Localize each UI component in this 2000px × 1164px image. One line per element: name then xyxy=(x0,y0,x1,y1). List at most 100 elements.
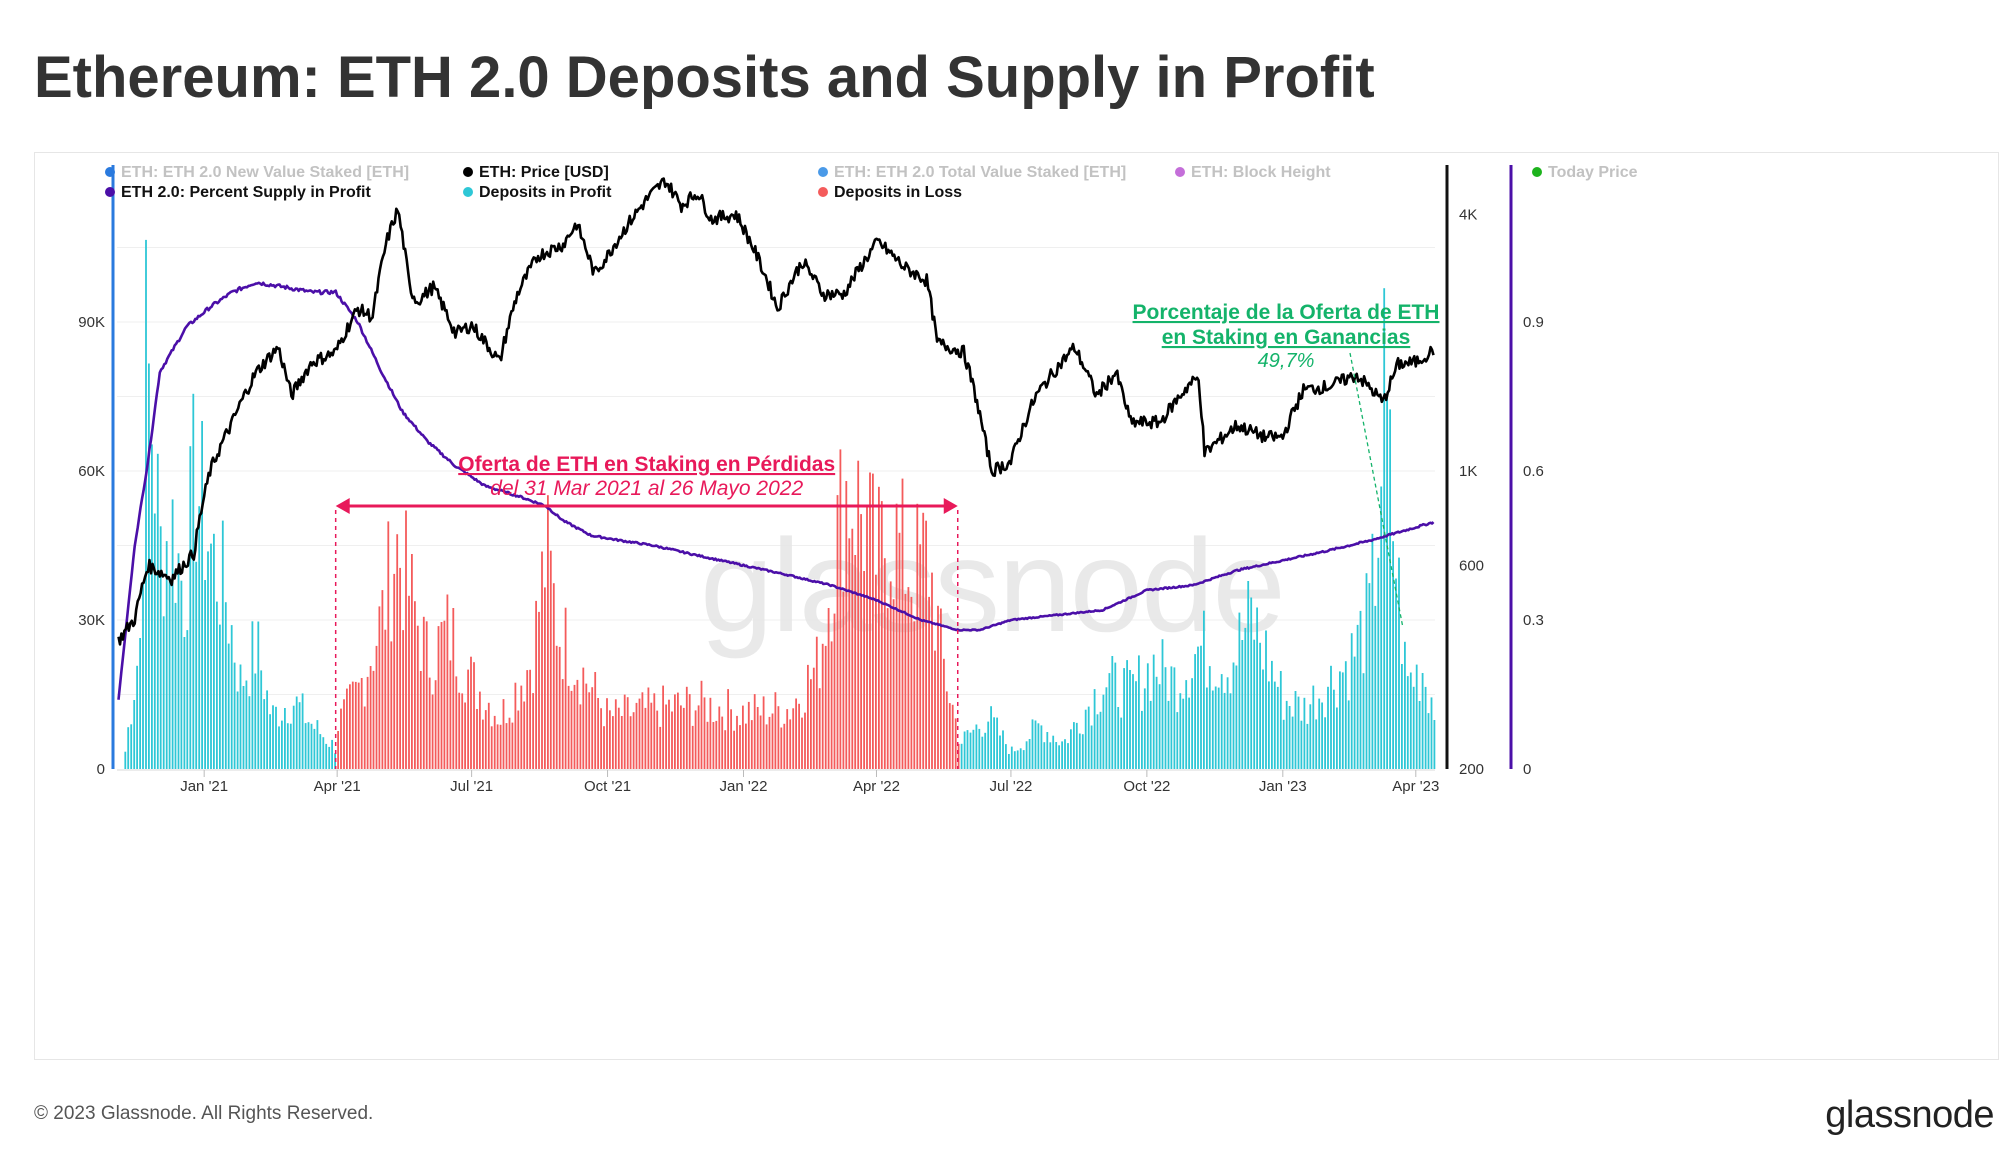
left-axis-tick-label: 90K xyxy=(78,314,105,331)
deposit-loss-bar xyxy=(360,678,363,769)
deposit-profit-bar xyxy=(221,520,224,769)
deposit-profit-bar xyxy=(1268,681,1270,769)
deposit-profit-bar xyxy=(1093,689,1096,769)
deposit-loss-bar xyxy=(369,666,372,769)
deposit-profit-bar xyxy=(310,723,313,769)
deposit-profit-bar xyxy=(1341,672,1344,769)
deposit-profit-bar xyxy=(1064,739,1066,769)
deposit-loss-bar xyxy=(875,574,877,769)
deposit-loss-bar xyxy=(464,702,466,769)
left-axis-tick-label: 30K xyxy=(78,612,105,629)
deposit-profit-bar xyxy=(1282,719,1285,769)
deposit-loss-bar xyxy=(848,538,851,769)
deposit-profit-bar xyxy=(1005,744,1007,769)
deposit-loss-bar xyxy=(810,679,812,769)
deposit-profit-bar xyxy=(1010,746,1013,769)
deposit-profit-bar xyxy=(1191,678,1193,769)
deposit-profit-bar xyxy=(987,721,990,769)
deposit-profit-bar xyxy=(284,708,286,769)
deposit-profit-bar xyxy=(990,706,992,769)
legend-item[interactable]: Deposits in Profit xyxy=(463,184,612,201)
legend-item[interactable]: ETH: ETH 2.0 Total Value Staked [ETH] xyxy=(818,164,1126,181)
legend-item[interactable]: ETH: Price [USD] xyxy=(463,164,609,181)
deposit-loss-bar xyxy=(396,534,399,769)
deposit-profit-bar xyxy=(1409,672,1412,769)
deposit-profit-bar xyxy=(1294,691,1297,769)
deposit-loss-bar xyxy=(780,727,783,769)
deposit-profit-bar xyxy=(204,580,206,769)
deposit-profit-bar xyxy=(981,736,984,769)
legend-item[interactable]: ETH 2.0: Percent Supply in Profit xyxy=(105,184,371,201)
deposit-profit-bar xyxy=(996,717,998,769)
deposit-loss-bar xyxy=(644,707,647,769)
legend[interactable]: ETH: ETH 2.0 New Value Staked [ETH] ETH: … xyxy=(105,164,1638,201)
price-axis-tick-label: 200 xyxy=(1459,761,1484,778)
deposit-loss-bar xyxy=(555,645,558,769)
deposit-profit-bar xyxy=(269,714,271,769)
deposit-profit-bar xyxy=(1141,710,1143,769)
grid xyxy=(117,247,1435,695)
deposit-profit-bar xyxy=(304,723,307,769)
deposit-loss-bar xyxy=(759,715,762,769)
deposit-loss-bar xyxy=(479,691,481,769)
deposit-loss-bar xyxy=(541,551,543,769)
deposit-loss-bar xyxy=(659,726,662,769)
deposit-loss-bar xyxy=(632,712,635,769)
legend-dot-icon xyxy=(818,167,828,177)
legend-item[interactable]: Today Price xyxy=(1532,164,1638,181)
deposit-profit-bar xyxy=(1244,627,1247,769)
deposit-loss-bar xyxy=(511,722,514,769)
deposit-profit-bar xyxy=(286,723,289,769)
legend-item[interactable]: Deposits in Loss xyxy=(818,184,962,201)
deposit-loss-bar xyxy=(449,660,452,769)
left-axis-tick-label: 60K xyxy=(78,463,105,480)
legend-label: ETH: Block Height xyxy=(1191,164,1331,181)
deposit-loss-bar xyxy=(600,708,602,769)
deposit-profit-bar xyxy=(1138,655,1140,769)
footer-logo[interactable]: glassnode xyxy=(1825,1094,1994,1136)
deposit-loss-bar xyxy=(922,512,925,769)
legend-item[interactable]: ETH: ETH 2.0 New Value Staked [ETH] xyxy=(105,164,409,181)
deposit-profit-bar xyxy=(1253,639,1256,769)
deposit-profit-bar xyxy=(1176,712,1179,769)
deposit-profit-bar xyxy=(1123,668,1125,769)
deposit-profit-bar xyxy=(1404,641,1406,769)
deposit-profit-bar xyxy=(1208,666,1211,769)
deposit-profit-bar xyxy=(307,722,310,769)
deposit-loss-bar xyxy=(750,720,753,769)
deposit-loss-bar xyxy=(470,656,472,769)
deposit-loss-bar xyxy=(372,670,375,769)
loss-annotation-subtitle: del 31 Mar 2021 al 26 Mayo 2022 xyxy=(490,477,803,500)
chart-svg: glassnode 030K60K90K2006001K4K00.30.60.9… xyxy=(78,164,1638,795)
deposit-loss-bar xyxy=(549,550,552,769)
deposit-loss-bar xyxy=(346,688,348,769)
deposit-profit-bar xyxy=(1008,754,1010,769)
legend-dot-icon xyxy=(1175,167,1185,177)
deposit-loss-bar xyxy=(812,667,815,769)
deposit-profit-bar xyxy=(1203,610,1205,769)
percent-axis-tick-label: 0 xyxy=(1523,761,1531,778)
deposit-loss-bar xyxy=(916,503,919,769)
deposit-profit-bar xyxy=(139,638,141,769)
deposit-profit-bar xyxy=(171,499,174,769)
deposit-profit-bar xyxy=(145,239,147,769)
deposit-profit-bar xyxy=(292,705,295,769)
deposit-loss-bar xyxy=(739,725,741,769)
deposit-loss-bar xyxy=(898,532,901,769)
deposit-profit-bar xyxy=(1350,633,1353,769)
deposit-loss-bar xyxy=(774,692,777,769)
deposit-profit-bar xyxy=(1099,711,1102,769)
deposit-profit-bar xyxy=(227,643,230,769)
deposit-profit-bar xyxy=(1223,692,1226,769)
deposit-profit-bar xyxy=(136,665,138,769)
deposit-loss-bar xyxy=(496,724,499,769)
deposit-loss-bar xyxy=(337,731,339,769)
legend-item[interactable]: ETH: Block Height xyxy=(1175,164,1331,181)
deposit-loss-bar xyxy=(736,715,738,769)
deposit-profit-bar xyxy=(1424,686,1427,769)
deposit-loss-bar xyxy=(789,719,792,769)
deposit-loss-bar xyxy=(753,694,756,769)
deposit-profit-bar xyxy=(1433,720,1436,769)
deposit-profit-bar xyxy=(1161,639,1164,769)
legend-dot-icon xyxy=(105,187,115,197)
